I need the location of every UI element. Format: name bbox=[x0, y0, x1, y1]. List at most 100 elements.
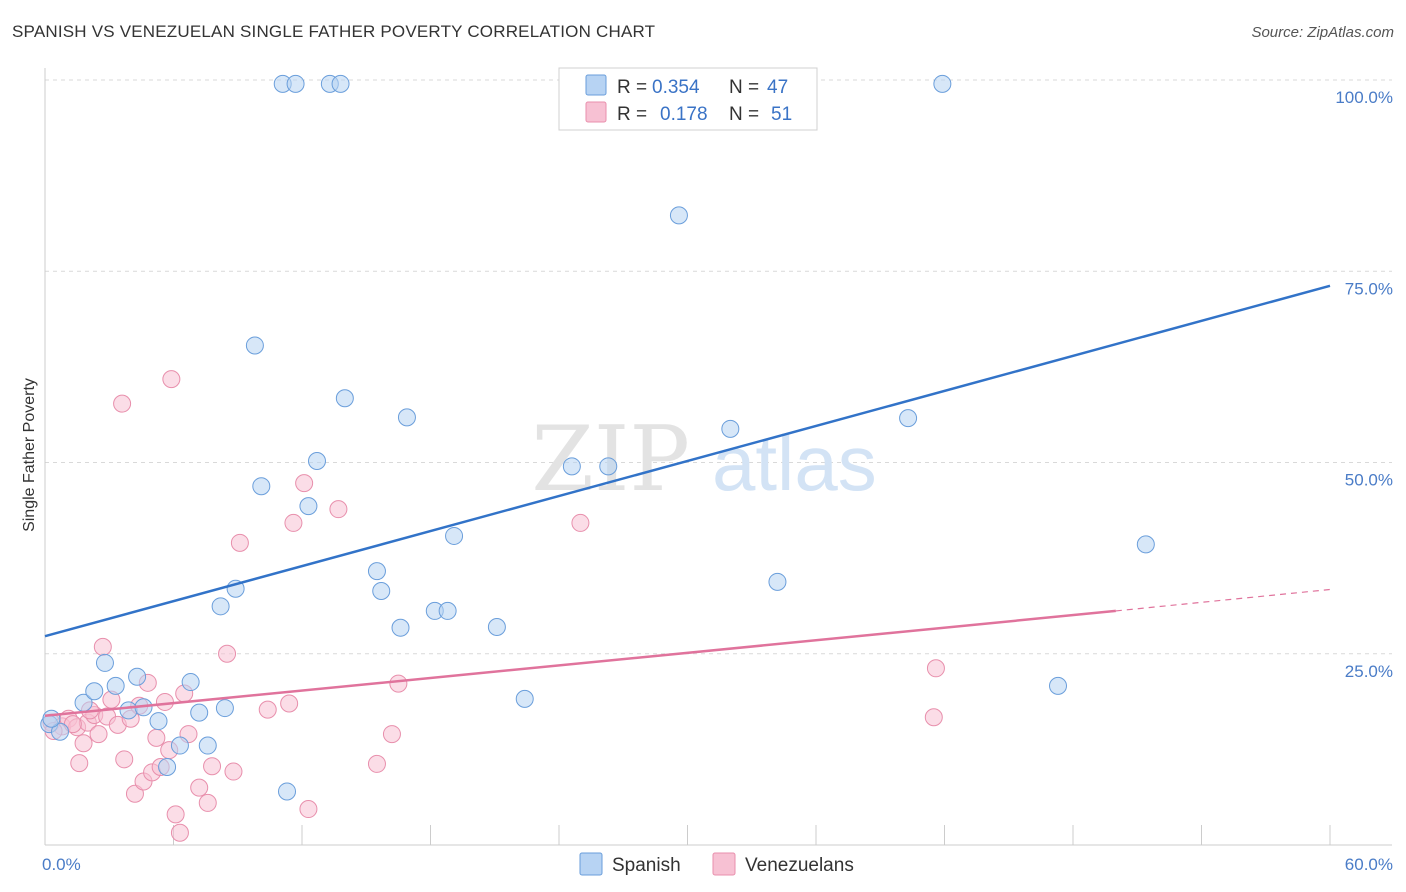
spanish-point bbox=[768, 572, 787, 591]
spanish-point bbox=[181, 673, 200, 692]
spanish-point bbox=[286, 74, 305, 93]
x-tick-label-0: 0.0% bbox=[42, 855, 81, 874]
venezuelan-point bbox=[299, 800, 318, 819]
spanish-point bbox=[445, 526, 464, 545]
spanish-point bbox=[562, 457, 581, 476]
venezuelan-point bbox=[230, 533, 249, 552]
series-legend-swatch-venezuelans bbox=[712, 852, 736, 876]
venezuelan-point bbox=[218, 644, 237, 663]
spanish-point bbox=[1136, 535, 1155, 554]
legend-n-value-spanish: 47 bbox=[767, 77, 788, 98]
spanish-point bbox=[215, 699, 234, 718]
venezuelan-point bbox=[93, 637, 112, 656]
spanish-point bbox=[50, 722, 69, 741]
spanish-point bbox=[198, 736, 217, 755]
venezuelan-point bbox=[571, 513, 590, 532]
watermark-atlas: atlas bbox=[712, 419, 877, 507]
correlation-legend: R = 0.354 N = 47 R = 0.178 N = 51 bbox=[558, 67, 818, 131]
x-tick-label-1: 60.0% bbox=[1345, 855, 1393, 874]
grid-layer bbox=[45, 79, 1392, 655]
venezuelan-point bbox=[113, 394, 132, 413]
venezuelan-point bbox=[284, 513, 303, 532]
spanish-point bbox=[42, 709, 61, 728]
venezuelan-point bbox=[170, 823, 189, 842]
venezuelan-point bbox=[125, 784, 144, 803]
venezuelan-point bbox=[89, 725, 108, 744]
legend-r-value-venezuelans: 0.178 bbox=[660, 104, 708, 125]
venezuelan-point bbox=[190, 778, 209, 797]
spanish-point bbox=[391, 618, 410, 637]
y-tick-label-2: 50.0% bbox=[1345, 471, 1393, 490]
venezuelan-point bbox=[147, 728, 166, 747]
spanish-point bbox=[278, 782, 297, 801]
spanish-point bbox=[190, 703, 209, 722]
spanish-point bbox=[515, 689, 534, 708]
venezuelan-point bbox=[203, 757, 222, 776]
spanish-point bbox=[367, 562, 386, 581]
venezuelan-points bbox=[42, 370, 945, 842]
venezuelan-point bbox=[115, 750, 134, 769]
spanish-point bbox=[397, 408, 416, 427]
venezuelan-point bbox=[198, 793, 217, 812]
tick-labels: 100.0% 75.0% 50.0% 25.0% 0.0% 60.0% bbox=[42, 88, 1393, 874]
series-legend: Spanish Venezuelans bbox=[579, 852, 854, 876]
legend-n-value-venezuelans: 51 bbox=[771, 104, 792, 125]
legend-swatch-spanish bbox=[585, 74, 607, 96]
spanish-point bbox=[487, 617, 506, 636]
spanish-point bbox=[158, 757, 177, 776]
chart-source: Source: ZipAtlas.com bbox=[1251, 24, 1394, 41]
spanish-point bbox=[106, 676, 125, 695]
spanish-point bbox=[245, 336, 264, 355]
legend-swatch-venezuelans bbox=[585, 101, 607, 123]
y-tick-label-0: 100.0% bbox=[1335, 88, 1393, 107]
legend-r-value-spanish: 0.354 bbox=[652, 77, 700, 98]
spanish-point bbox=[211, 597, 230, 616]
spanish-point bbox=[331, 74, 350, 93]
venezuelan-point bbox=[162, 370, 181, 389]
spanish-trendline bbox=[44, 284, 1331, 638]
venezuelan-point bbox=[280, 694, 299, 713]
spanish-point bbox=[438, 601, 457, 620]
legend-n-label-venezuelans: N = bbox=[729, 104, 759, 125]
venezuelan-point bbox=[166, 805, 185, 824]
venezuelan-point bbox=[367, 754, 386, 773]
spanish-point bbox=[669, 206, 688, 225]
spanish-point bbox=[95, 653, 114, 672]
legend-n-label-spanish: N = bbox=[729, 77, 759, 98]
spanish-point bbox=[252, 477, 271, 496]
spanish-point bbox=[372, 582, 391, 601]
venezuelan-point bbox=[295, 474, 314, 493]
trendlines bbox=[44, 284, 1331, 717]
y-tick-label-1: 75.0% bbox=[1345, 279, 1393, 298]
chart-title: SPANISH VS VENEZUELAN SINGLE FATHER POVE… bbox=[12, 22, 656, 41]
series-legend-label-spanish: Spanish bbox=[612, 855, 681, 876]
spanish-point bbox=[307, 451, 326, 470]
venezuelan-point bbox=[155, 692, 174, 711]
spanish-point bbox=[721, 419, 740, 438]
spanish-point bbox=[170, 736, 189, 755]
series-legend-label-venezuelans: Venezuelans bbox=[745, 855, 854, 876]
y-axis-label: Single Father Poverty bbox=[21, 378, 38, 532]
legend-r-label-spanish: R = bbox=[617, 77, 647, 98]
venezuelan-trendline bbox=[44, 609, 1116, 717]
venezuelan-point bbox=[224, 762, 243, 781]
legend-r-label-venezuelans: R = bbox=[617, 104, 647, 125]
venezuelan-point bbox=[924, 708, 943, 727]
spanish-point bbox=[128, 667, 147, 686]
spanish-point bbox=[85, 682, 104, 701]
spanish-point bbox=[149, 712, 168, 731]
spanish-point bbox=[119, 701, 138, 720]
venezuelan-trendline-extension bbox=[1115, 588, 1331, 612]
spanish-point bbox=[299, 497, 318, 516]
spanish-point bbox=[899, 409, 918, 428]
spanish-point bbox=[1049, 676, 1068, 695]
spanish-point bbox=[335, 389, 354, 408]
venezuelan-point bbox=[329, 500, 348, 519]
venezuelan-point bbox=[74, 734, 93, 753]
series-legend-swatch-spanish bbox=[579, 852, 603, 876]
y-tick-label-3: 25.0% bbox=[1345, 662, 1393, 681]
spanish-point bbox=[599, 457, 618, 476]
venezuelan-point bbox=[258, 700, 277, 719]
venezuelan-point bbox=[389, 674, 408, 693]
